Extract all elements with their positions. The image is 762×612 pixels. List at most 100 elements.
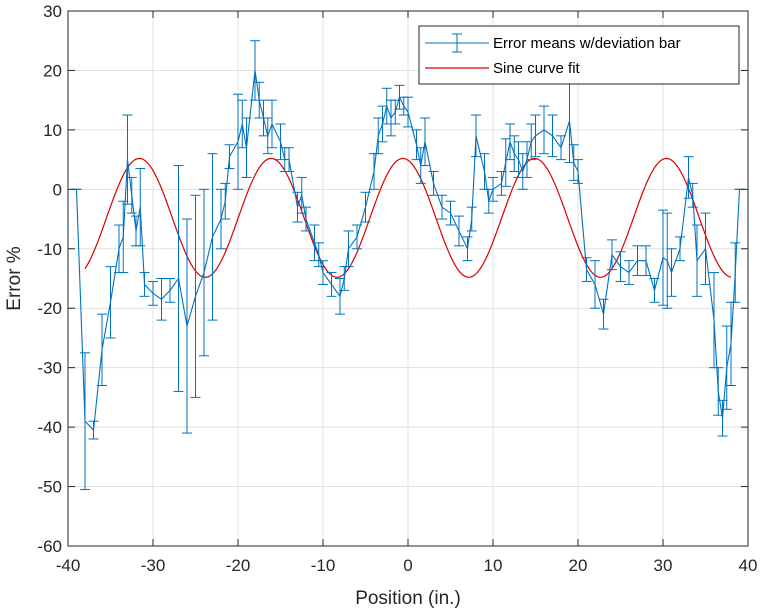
error-bar <box>165 278 175 303</box>
error-bar <box>471 114 481 158</box>
error-bar <box>88 420 99 440</box>
error-bar <box>437 194 447 220</box>
error-bar <box>658 209 668 306</box>
error-bar <box>500 138 511 187</box>
error-bar <box>641 245 651 277</box>
error-bar <box>386 99 396 137</box>
y-tick-label: -40 <box>37 418 62 437</box>
error-bar <box>241 117 252 178</box>
x-tick-label: 10 <box>484 556 503 575</box>
y-tick-label: -10 <box>37 240 62 259</box>
error-bar <box>721 325 732 410</box>
error-bar <box>199 188 209 357</box>
error-bar <box>126 176 137 214</box>
error-bar <box>547 114 558 158</box>
error-bar <box>390 99 401 125</box>
error-bar <box>284 147 294 172</box>
x-tick-label: 40 <box>739 556 758 575</box>
error-bar <box>615 251 626 282</box>
error-bar <box>326 272 337 297</box>
sine-fit-series <box>84 157 732 278</box>
x-tick-label: -30 <box>141 556 166 575</box>
error-bar <box>445 200 456 226</box>
y-tick-label: -30 <box>37 359 62 378</box>
y-tick-labels: -60 -50 -40 -30 -20 -10 0 10 20 30 <box>37 2 62 556</box>
error-bar <box>267 99 277 149</box>
error-bar <box>360 191 371 223</box>
error-bar <box>466 206 477 232</box>
error-bar <box>224 144 235 170</box>
error-bar <box>505 123 515 161</box>
y-tick-label: 30 <box>43 2 62 21</box>
y-tick-label: 10 <box>43 121 62 140</box>
x-axis-label: Position (in.) <box>355 588 461 609</box>
error-bar <box>220 182 231 220</box>
error-bar <box>717 399 728 437</box>
error-bar <box>675 236 685 262</box>
x-tick-labels: -40 -30 -20 -10 0 10 20 30 40 <box>56 556 758 575</box>
error-bar <box>182 218 192 434</box>
error-bar <box>233 93 243 190</box>
error-bar <box>700 212 711 285</box>
error-bar <box>420 117 430 167</box>
error-bar <box>80 352 90 491</box>
error-bar <box>539 105 549 155</box>
error-bar <box>526 123 537 161</box>
grid <box>67 10 749 547</box>
y-tick-label: -50 <box>37 478 62 497</box>
error-bar <box>131 215 141 247</box>
error-bar <box>335 278 345 315</box>
x-tick-label: 30 <box>654 556 673 575</box>
error-bar <box>530 114 541 158</box>
x-tick-label: -40 <box>56 556 81 575</box>
error-bar <box>292 191 303 223</box>
error-bar <box>590 260 600 309</box>
error-bar <box>122 114 133 205</box>
x-tick-label: 20 <box>569 556 588 575</box>
y-tick-label: -60 <box>37 537 62 556</box>
error-bar <box>662 212 673 309</box>
error-bar <box>411 129 422 161</box>
error-bar <box>313 242 324 268</box>
error-bar <box>607 239 617 271</box>
error-bar <box>556 135 566 161</box>
legend-box <box>418 25 740 85</box>
error-bar <box>713 367 724 416</box>
error-bar <box>598 298 609 330</box>
x-tick-label: -20 <box>226 556 251 575</box>
error-bar <box>352 224 362 250</box>
error-bar <box>237 99 248 149</box>
error-bar <box>403 96 413 128</box>
error-bar <box>683 156 694 199</box>
error-bar <box>730 242 741 303</box>
error-bar <box>624 260 634 285</box>
error-bar <box>275 123 286 161</box>
error-bar <box>190 194 201 398</box>
error-bar <box>97 313 107 386</box>
error-bar <box>105 266 116 339</box>
error-bar <box>573 159 583 184</box>
error-bar <box>250 40 260 101</box>
legend: Error means w/deviation bar Sine curve f… <box>418 25 740 85</box>
error-bar <box>513 141 524 178</box>
y-axis-label: Error % <box>4 246 25 311</box>
error-bar <box>581 257 592 282</box>
error-bar <box>381 87 392 125</box>
y-tick-label: 20 <box>43 61 62 80</box>
error-bar <box>568 144 579 181</box>
error-bar <box>666 248 677 297</box>
x-tick-label: 0 <box>403 556 412 575</box>
error-bar <box>373 117 384 155</box>
error-bar <box>118 200 129 274</box>
error-bar <box>726 301 736 386</box>
error-bar <box>318 260 328 285</box>
error-bar <box>173 165 184 392</box>
error-bar <box>148 280 158 306</box>
error-bar <box>649 278 660 303</box>
y-tick-label: 0 <box>53 180 62 199</box>
error-bar <box>135 168 146 247</box>
axis-ticks <box>67 10 749 547</box>
error-bar <box>454 215 464 247</box>
error-bar <box>632 245 643 277</box>
